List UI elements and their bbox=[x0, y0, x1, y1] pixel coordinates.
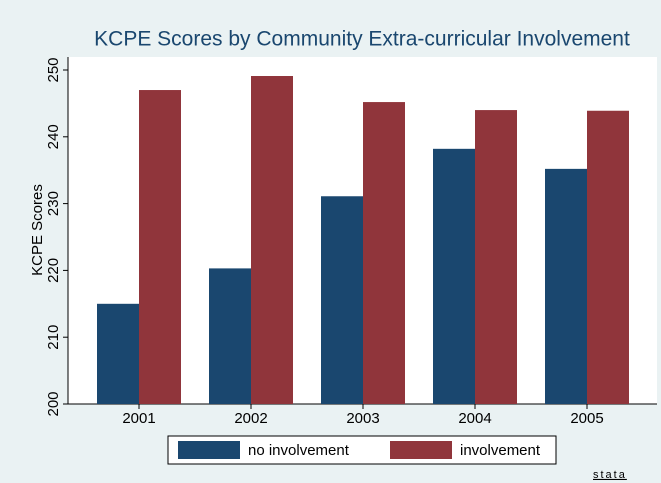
x-tick-label: 2005 bbox=[570, 410, 603, 427]
x-tick-label: 2001 bbox=[122, 410, 155, 427]
y-tick-label: 210 bbox=[45, 325, 62, 350]
y-tick-label: 200 bbox=[45, 391, 62, 416]
legend-label: involvement bbox=[460, 442, 541, 459]
bar bbox=[209, 268, 251, 404]
chart-title: KCPE Scores by Community Extra-curricula… bbox=[94, 28, 630, 51]
bar bbox=[321, 196, 363, 404]
legend-swatch bbox=[178, 441, 240, 459]
bar bbox=[251, 76, 293, 405]
y-tick-label: 220 bbox=[45, 258, 62, 283]
bar bbox=[433, 148, 475, 404]
x-tick-label: 2003 bbox=[346, 410, 379, 427]
x-tick-label: 2002 bbox=[234, 410, 267, 427]
y-tick-label: 230 bbox=[45, 191, 62, 216]
y-tick-label: 250 bbox=[45, 57, 62, 82]
legend-label: no involvement bbox=[248, 442, 350, 459]
bar bbox=[363, 102, 405, 405]
x-tick-label: 2004 bbox=[458, 410, 491, 427]
bar bbox=[139, 90, 181, 404]
legend-swatch bbox=[390, 441, 452, 459]
y-tick-label: 240 bbox=[45, 124, 62, 149]
bar bbox=[475, 110, 517, 404]
logo: stata bbox=[593, 469, 627, 481]
bar bbox=[545, 168, 587, 404]
bar bbox=[587, 110, 629, 405]
y-axis-label: KCPE Scores bbox=[29, 184, 46, 276]
bar bbox=[97, 303, 139, 404]
